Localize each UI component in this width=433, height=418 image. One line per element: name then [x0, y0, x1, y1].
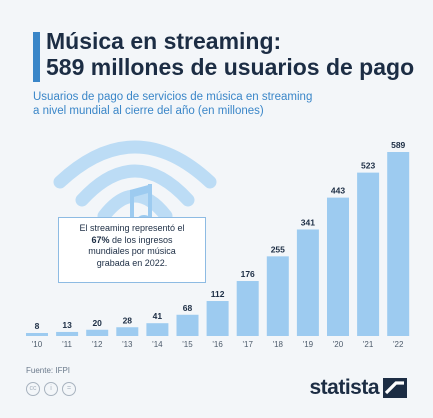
annotation-highlight: 67%	[91, 234, 110, 245]
x-tick-label-3: '13	[122, 340, 133, 349]
bar-value-label-10: 443	[331, 186, 345, 196]
bar-1	[56, 331, 79, 336]
x-tick-label-6: '16	[212, 340, 223, 349]
bar-value-label-2: 20	[92, 318, 102, 328]
x-tick-label-4: '14	[152, 340, 163, 349]
x-tick-label-7: '17	[242, 340, 253, 349]
title-line-2: 589 millones de usuarios de pago	[46, 54, 415, 80]
annotation-line-3: mundiales por música	[88, 246, 176, 256]
annotation-line-2-rest: de los ingresos	[109, 234, 173, 245]
bar-2	[86, 329, 109, 336]
license-icons: cc i =	[26, 382, 76, 396]
bar-value-label-12: 589	[391, 140, 405, 150]
bar-6	[206, 301, 229, 336]
annotation-line-2: 67% de los ingresos	[65, 235, 199, 247]
bar-11	[357, 172, 380, 336]
wifi-icon	[53, 140, 217, 231]
bar-value-label-0: 8	[35, 321, 40, 331]
x-tick-label-11: '21	[363, 340, 374, 349]
bar-value-label-7: 176	[241, 269, 255, 279]
bar-3	[116, 327, 139, 336]
bar-value-label-4: 41	[153, 311, 163, 321]
statista-logo-icon	[383, 378, 407, 398]
cc-by-icon: i	[44, 382, 58, 396]
x-tick-label-9: '19	[303, 340, 314, 349]
cc-nd-icon: =	[62, 382, 76, 396]
annotation-line-1: El streaming representó el	[79, 223, 185, 233]
bar-value-label-11: 523	[361, 161, 375, 171]
bar-value-label-5: 68	[183, 303, 193, 313]
source-note: Fuente: IFPI	[26, 366, 71, 375]
title-accent-bar	[33, 32, 40, 82]
x-tick-label-8: '18	[273, 340, 284, 349]
title-line-1: Música en streaming:	[46, 28, 282, 54]
bar-4	[146, 323, 169, 336]
bar-5	[176, 314, 199, 336]
x-tick-label-5: '15	[182, 340, 193, 349]
annotation-line-4: grabada en 2022.	[96, 257, 168, 268]
bar-12	[387, 152, 410, 336]
x-tick-label-0: '10	[32, 340, 43, 349]
bar-value-label-6: 112	[211, 289, 225, 299]
bar-7	[236, 281, 259, 336]
bar-value-label-8: 255	[271, 244, 285, 254]
x-tick-label-1: '11	[62, 340, 72, 349]
x-tick-label-12: '22	[393, 340, 404, 349]
bar-value-label-1: 13	[62, 320, 72, 330]
x-tick-label-10: '20	[333, 340, 344, 349]
bar-10	[327, 197, 349, 336]
annotation-box: El streaming representó el 67% de los in…	[58, 217, 206, 283]
bar-8	[266, 256, 289, 336]
chart-subtitle: Usuarios de pago de servicios de música …	[33, 90, 413, 118]
bar-value-label-3: 28	[123, 315, 133, 325]
subtitle-line-2: a nivel mundial al cierre del año (en mi…	[33, 105, 264, 117]
cc-icon: cc	[26, 382, 40, 396]
chart-title: Música en streaming: 589 millones de usu…	[46, 28, 426, 80]
statista-wordmark: statista	[309, 376, 379, 399]
bar-0	[26, 333, 48, 336]
subtitle-line-1: Usuarios de pago de servicios de música …	[33, 91, 313, 103]
x-tick-label-2: '12	[92, 340, 103, 349]
bar-9	[296, 229, 319, 336]
bar-value-label-9: 341	[301, 217, 315, 227]
statista-logo[interactable]: statista	[309, 376, 407, 400]
